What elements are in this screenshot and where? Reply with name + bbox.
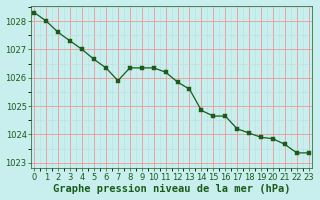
X-axis label: Graphe pression niveau de la mer (hPa): Graphe pression niveau de la mer (hPa) xyxy=(53,184,290,194)
